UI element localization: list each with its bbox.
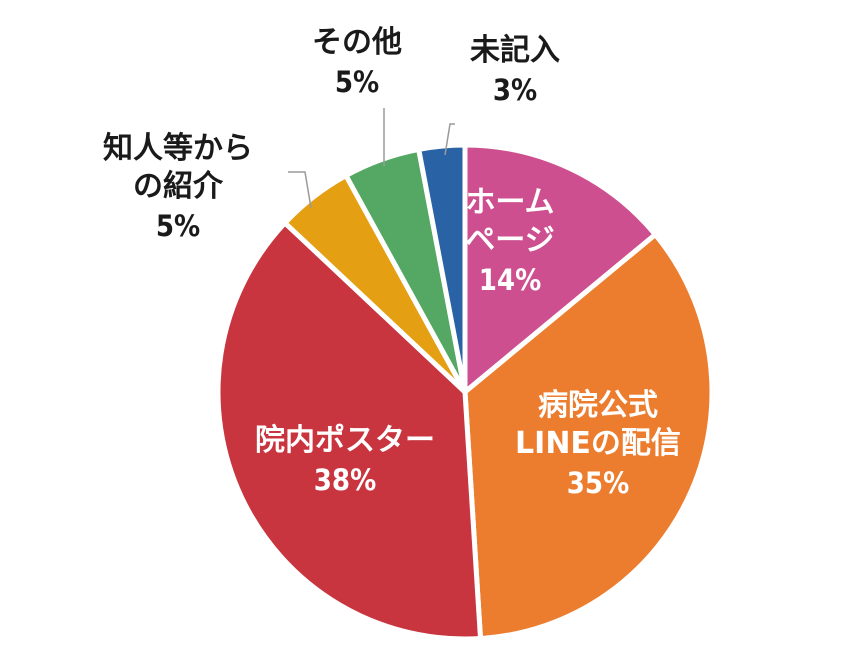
slice-label-3: 知人等からの紹介 5% — [103, 131, 253, 243]
slice-label-4: その他 5% — [312, 25, 402, 99]
slice-label-line: 院内ポスター — [255, 423, 435, 458]
slice-label-line: の紹介 — [133, 169, 224, 204]
slice-label-line: 病院公式 — [538, 388, 658, 423]
slice-label-0: ホームページ 14% — [465, 185, 554, 297]
slice-label-line: その他 — [312, 25, 402, 60]
pie-slice-2 — [215, 220, 484, 642]
pie-slice-0 — [462, 142, 658, 395]
slice-label-1: 病院公式 LINEの配信 35% — [515, 388, 681, 500]
slice-percent-label: 14% — [479, 263, 541, 297]
slice-label-line: ページ — [465, 223, 554, 258]
leader-lines — [288, 108, 455, 209]
leader-line-5 — [444, 123, 455, 156]
slice-label-line: 知人等から — [103, 131, 253, 166]
slice-label-line: ホーム — [465, 185, 554, 220]
slice-percent-label: 38% — [314, 463, 376, 497]
slice-percent-label: 5% — [335, 65, 379, 99]
slice-percent-label: 3% — [493, 73, 537, 107]
slice-percent-label: 35% — [567, 466, 629, 500]
pie-slice-5 — [416, 142, 468, 395]
slice-label-5: 未記入 3% — [470, 33, 560, 107]
slice-label-2: 院内ポスター 38% — [255, 423, 435, 497]
leader-line-3 — [288, 171, 312, 209]
pie-slice-1 — [462, 232, 715, 642]
slice-percent-label: 5% — [156, 209, 200, 243]
pie-slices — [215, 142, 715, 642]
slice-labels: ホームページ 14% 病院公式 LINEの配信 35% 院内ポスター 38% 知人等からの紹介… — [103, 25, 681, 500]
slice-label-line: LINEの配信 — [515, 426, 681, 461]
slice-label-line: 未記入 — [470, 33, 560, 68]
